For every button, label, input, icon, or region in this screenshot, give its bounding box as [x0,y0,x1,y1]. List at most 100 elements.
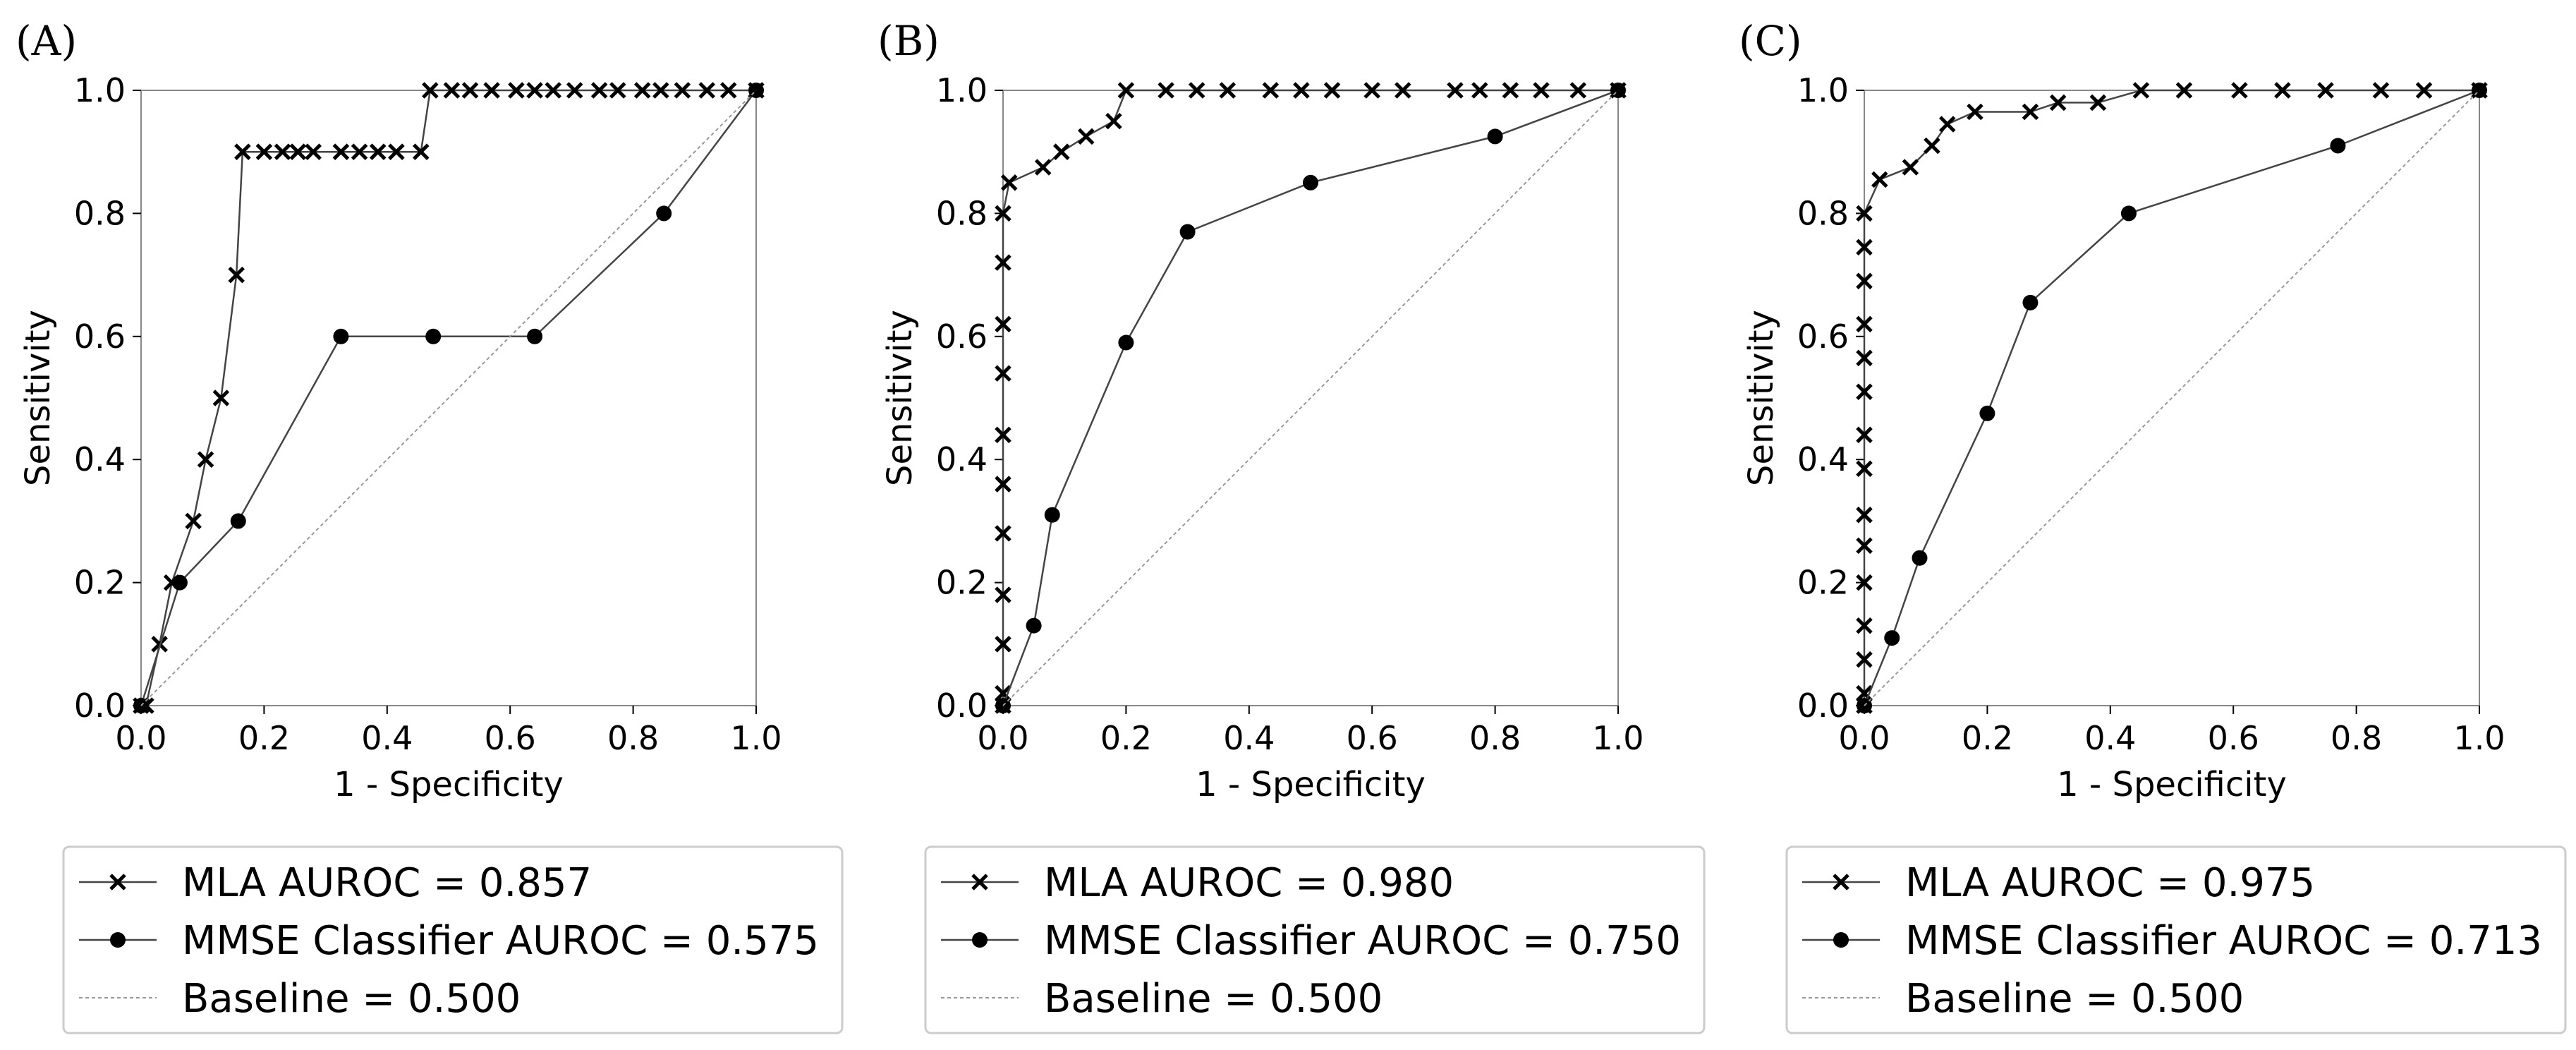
x-tick-label: 0.4 [361,719,413,757]
mla-point-marker [1924,137,1940,155]
mla-point-marker [1034,159,1052,176]
mla-point-marker [443,82,461,99]
mmse-point-marker [425,328,442,344]
legend: MLA AUROC = 0.980 MMSE Classifier AUROC =… [924,845,1706,1034]
mla-point-marker [1293,82,1310,99]
legend-box [62,845,844,1034]
mla-point-marker [566,82,583,99]
x-axis-label: 1 - Specificity [334,765,564,804]
baseline-line [1864,90,2480,706]
mla-point-marker [234,143,251,160]
mla-point-marker [388,143,405,160]
legend-entry-label: MMSE Classifier AUROC = 0.750 [1044,918,1681,964]
mla-point-marker [1856,239,1873,256]
mla-point-marker [351,143,368,160]
mla-point-marker [609,82,626,99]
y-tick-label: 1.0 [1797,71,1849,109]
mla-point-marker [255,143,273,160]
y-axis-label: Sensitivity [18,310,58,486]
mla-point-marker [995,586,1011,603]
legend-entry-label: Baseline = 0.500 [1905,976,2244,1022]
legend-entry-label: MMSE Classifier AUROC = 0.575 [182,918,819,964]
legend-entry-label: MLA AUROC = 0.975 [1905,860,2315,906]
mla-point-marker [332,143,350,160]
mla-point-marker [2022,103,2039,121]
roc-panel-a: (A) 0.0 0.2 0.4 0.6 0.8 1.0 0.0 0.2 0.4 0.6 0.8 1.0 1… [16,17,844,1034]
y-tick-label: 1.0 [74,71,126,109]
mla-point-marker [2089,94,2107,111]
y-tick-label: 0.4 [74,440,126,478]
y-tick-label: 0.0 [74,687,126,725]
mla-point-marker [289,143,307,160]
mla-point-marker [1077,128,1095,145]
legend-dot-marker [1833,932,1849,948]
x-tick-label: 1.0 [2453,719,2505,757]
mla-point-marker [422,82,439,99]
roc-panel-b: (B) 0.0 0.2 0.4 0.6 0.8 1.0 0.0 0.2 0.4 0.6 0.8 1.0 1… [877,17,1706,1034]
x-tick-label: 0.8 [2331,719,2382,757]
mla-point-marker [1471,82,1488,99]
x-tick-label: 0.6 [2208,719,2259,757]
y-tick-label: 0.0 [1797,687,1849,725]
mla-point-marker [305,143,322,160]
mla-point-marker [1856,460,1873,478]
mla-point-marker [1856,574,1873,591]
x-tick-label: 0.6 [1347,719,1398,757]
mla-point-marker [526,82,543,99]
legend-x-marker [109,874,126,891]
mla-point-marker [1856,426,1873,444]
legend-box [1785,845,2567,1034]
y-axis-label: Sensitivity [1742,310,1781,486]
legend-entry-label: Baseline = 0.500 [182,976,521,1022]
x-axis-label: 1 - Specificity [1196,765,1426,804]
legend-entry-label: Baseline = 0.500 [1044,976,1383,1022]
y-tick-label: 0.4 [936,440,988,478]
x-tick-label: 0.0 [115,719,166,757]
mmse-point-marker [527,328,543,344]
mla-point-marker [1158,82,1174,99]
baseline-line [140,90,757,706]
mla-point-marker [1856,383,1873,401]
mla-point-marker [1053,143,1070,160]
mla-point-marker [212,390,230,406]
mla-point-marker [590,82,608,99]
mmse-point-marker [1884,630,1900,646]
legend-x-marker [971,874,988,891]
mla-point-marker [1395,82,1411,99]
mmse-point-marker [2120,205,2137,222]
x-tick-label: 0.0 [1838,719,1890,757]
mla-point-marker [1219,82,1237,99]
mla-point-marker [2175,82,2193,99]
mla-roc-line [141,89,756,707]
legend-dot-marker [110,932,126,948]
legend: MLA AUROC = 0.857 MMSE Classifier AUROC =… [62,845,844,1034]
mla-point-marker [1502,82,1519,99]
mla-point-marker [508,82,525,99]
mla-point-marker [995,525,1011,542]
mla-point-marker [274,143,291,160]
mla-point-marker [1856,684,1873,702]
mla-point-marker [1902,159,1919,176]
mmse-point-marker [1303,174,1318,191]
mmse-roc-line [1002,89,1619,706]
mla-point-marker [1533,82,1550,99]
mmse-point-marker [1118,334,1134,351]
y-tick-label: 0.6 [936,318,988,356]
mla-point-marker [1363,82,1380,99]
x-tick-label: 0.8 [1469,719,1521,757]
mmse-point-marker [1979,405,1995,421]
y-tick-label: 0.2 [74,564,126,602]
mla-point-marker [995,684,1011,702]
mla-point-marker [1856,506,1873,524]
mla-point-marker [369,143,387,160]
y-tick-label: 0.8 [1797,194,1849,232]
mla-point-marker [1856,651,1873,668]
mmse-point-marker [230,513,246,529]
mla-point-marker [995,315,1011,333]
y-axis-label: Sensitivity [880,310,920,486]
mla-point-marker [228,266,245,284]
mla-point-marker [719,82,737,99]
mmse-roc-line [140,90,758,706]
mla-point-marker [2274,82,2291,99]
